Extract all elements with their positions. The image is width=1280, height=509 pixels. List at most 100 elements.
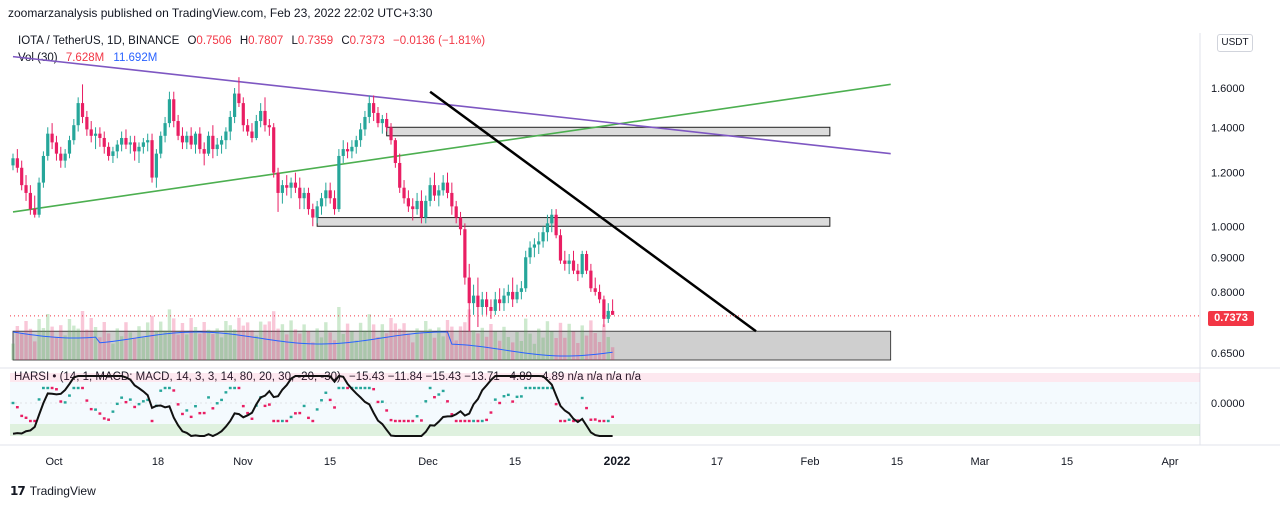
volume-bar (532, 343, 537, 360)
volume-value: 7.628M (65, 52, 105, 64)
candle-body (133, 142, 137, 152)
harsi-candle (354, 386, 358, 390)
candle-body (550, 214, 554, 224)
harsi-candle (37, 398, 41, 401)
volume-bar (441, 336, 445, 360)
candle-body (54, 142, 59, 154)
harsi-candle (285, 419, 289, 423)
candle-body (406, 198, 410, 207)
candle-body (515, 291, 519, 300)
volume-bar (493, 331, 497, 360)
harsi-candle (272, 419, 276, 423)
harsi-candle (181, 412, 184, 416)
harsi-candle (372, 387, 376, 391)
volume-bar (254, 335, 259, 360)
candle-body (246, 125, 250, 132)
candle-body (480, 299, 484, 308)
harsi-candle (224, 391, 228, 394)
volume-bar (515, 332, 519, 360)
tradingview-logo-icon[interactable]: 17 (10, 484, 26, 498)
harsi-candle (367, 386, 371, 390)
currency-button[interactable]: USDT (1217, 34, 1253, 52)
candle-body (285, 185, 289, 188)
brand-name[interactable]: TradingView (29, 484, 96, 498)
volume-bar (384, 333, 389, 360)
candle-body (485, 299, 489, 308)
volume-bar (206, 329, 211, 360)
candle-body (393, 140, 397, 163)
harsi-candle (415, 415, 419, 418)
candle-body (15, 158, 19, 168)
candle-body (359, 129, 363, 141)
candle-body (198, 133, 202, 150)
time-tick-label: 15 (324, 456, 336, 468)
candle-body (467, 277, 471, 304)
harsi-candle (94, 408, 97, 411)
price-tick-label: 1.2000 (1211, 168, 1245, 180)
price-chart[interactable]: 1.6000 1.4000 1.2000 1.0000 0.9000 0.8000 0.65… (0, 30, 1280, 475)
volume-bar (541, 337, 545, 360)
candle-body (298, 187, 302, 199)
time-tick-label: 15 (509, 456, 521, 468)
candle-body (254, 121, 258, 138)
candle-body (259, 110, 263, 122)
volume-bar (467, 309, 471, 360)
candle-body (511, 291, 515, 300)
price-tick-label: 1.0000 (1211, 221, 1245, 233)
harsi-candle (467, 419, 471, 423)
harsi-candle (328, 398, 332, 402)
volume-bar (393, 323, 398, 360)
harsi-candle (315, 408, 319, 411)
candle-body (424, 200, 428, 218)
volume-bar (380, 324, 385, 360)
candle-body (319, 198, 324, 207)
price-tick-label: 1.4000 (1211, 122, 1245, 134)
candle-body (350, 146, 354, 152)
volume-bar (124, 322, 128, 360)
symbol-name[interactable]: IOTA / TetherUS, 1D, BINANCE (18, 35, 180, 47)
harsi-candle (11, 401, 15, 405)
volume-bar (85, 329, 89, 360)
volume-bar (424, 321, 428, 360)
candle-body (146, 140, 150, 143)
volume-bar (571, 331, 576, 360)
volume-bar (211, 334, 215, 360)
volume-bar (245, 322, 250, 360)
time-tick-label: Apr (1161, 456, 1178, 468)
harsi-candle (215, 402, 219, 405)
harsi-candle (389, 418, 393, 422)
candle-body (128, 142, 132, 145)
harsi-candle (450, 413, 454, 416)
candle-body (89, 129, 93, 136)
candle-body (354, 140, 358, 147)
time-tick-label: 2022 (604, 454, 631, 468)
volume-bar (232, 329, 237, 360)
harsi-candle (524, 386, 528, 390)
volume-bar (554, 338, 558, 360)
price-tick-label: 0.6500 (1211, 348, 1245, 360)
volume-bar (145, 322, 150, 360)
volume-bar (311, 342, 315, 360)
candle-body (471, 295, 476, 304)
harsi-candle (493, 398, 497, 401)
harsi-candle (298, 411, 302, 415)
candle-body (580, 254, 584, 275)
harsi-candle (411, 419, 415, 423)
harsi-label[interactable]: HARSI • (14, 371, 56, 383)
volume-bar (33, 341, 37, 360)
volume-bar (419, 332, 424, 360)
close-value: 0.7373 (349, 35, 385, 47)
candle-body (432, 185, 437, 196)
harsi-candle (376, 400, 380, 404)
harsi-candle (50, 386, 54, 390)
volume-bar (497, 340, 502, 360)
candle-body (67, 140, 72, 154)
harsi-candle (519, 395, 523, 398)
harsi-candle (311, 419, 315, 423)
harsi-candle (233, 386, 236, 390)
volume-bar (41, 328, 46, 360)
harsi-candle (593, 418, 597, 421)
time-tick-label: Dec (418, 456, 438, 468)
candle-body (476, 295, 480, 308)
harsi-candle (476, 419, 480, 423)
